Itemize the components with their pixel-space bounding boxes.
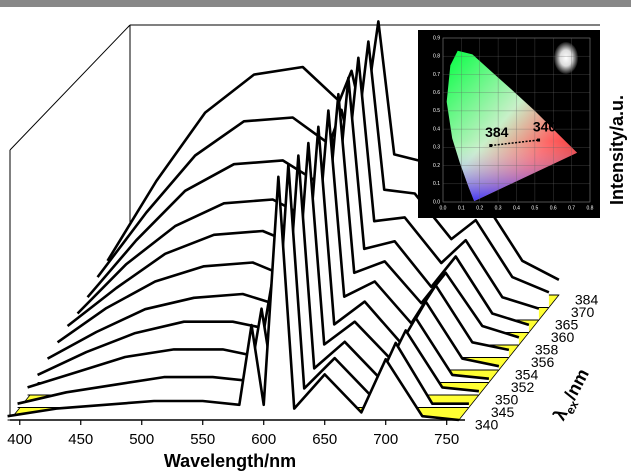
x-tick-label: 550 (190, 431, 215, 448)
inset-x-tick-label: 0.0 (440, 205, 447, 211)
inset-y-tick-label: 0.3 (433, 145, 440, 151)
x-tick-label: 400 (7, 431, 32, 448)
z-tick-label: 365 (555, 317, 579, 333)
x-tick-label: 700 (373, 431, 398, 448)
x-tick-label: 650 (312, 431, 337, 448)
z-axis-title: λex/nm (549, 365, 597, 425)
inset-x-tick-label: 0.6 (550, 205, 557, 211)
x-tick-label: 600 (251, 431, 276, 448)
z-axis-title-part: /nm (560, 365, 593, 403)
inset-x-tick-label: 0.7 (568, 205, 575, 211)
x-tick-label: 450 (68, 431, 93, 448)
inset-y-tick-label: 0.6 (433, 90, 440, 96)
z-tick-label: 356 (531, 354, 555, 370)
inset-y-tick-label: 0.2 (433, 163, 440, 169)
z-tick-label: 358 (535, 342, 559, 358)
inset-x-tick-label: 0.2 (476, 205, 483, 211)
z-axis-title-part: ex (563, 398, 582, 417)
inset-y-tick-label: 0.9 (433, 35, 440, 41)
x-axis-title: Wavelength/nm (164, 451, 296, 471)
cie-locus-shade (446, 50, 578, 202)
inset-point-label: 384 (485, 124, 509, 140)
z-tick-label: 384 (575, 292, 599, 308)
inset-y-tick-label: 0.0 (433, 199, 440, 205)
inset-x-tick-label: 0.1 (458, 205, 465, 211)
inset-photo-glow (554, 42, 578, 74)
inset-x-tick-label: 0.8 (587, 205, 594, 211)
inset-y-tick-label: 0.7 (433, 72, 440, 78)
z-tick-label: 370 (571, 304, 595, 320)
x-tick-label: 500 (129, 431, 154, 448)
inset-trend (490, 139, 539, 147)
z-tick-label: 360 (551, 329, 575, 345)
inset-x-tick-label: 0.3 (495, 205, 502, 211)
inset-point (537, 138, 541, 142)
z-tick-label: 352 (511, 379, 535, 395)
inset-point (489, 144, 493, 148)
x-tick-label: 750 (434, 431, 459, 448)
inset-x-tick-label: 0.5 (531, 205, 538, 211)
inset-y-tick-label: 0.8 (433, 54, 440, 60)
z-tick-label: 354 (515, 367, 539, 383)
z-tick-label: 345 (491, 404, 515, 420)
series-fill (57, 110, 509, 358)
z-tick-label: 340 (475, 417, 499, 433)
y-axis-title: Intensity/a.u. (607, 95, 627, 205)
series-fill (47, 126, 499, 370)
series-line (7, 175, 460, 422)
z-tick-label: 350 (495, 392, 519, 408)
inset-y-tick-label: 0.4 (433, 126, 440, 132)
top-border (0, 0, 631, 7)
inset-x-tick-label: 0.4 (513, 205, 520, 211)
inset-y-tick-label: 0.1 (433, 181, 440, 187)
inset-point-label: 340 (533, 119, 557, 135)
inset-y-tick-label: 0.5 (433, 108, 440, 114)
